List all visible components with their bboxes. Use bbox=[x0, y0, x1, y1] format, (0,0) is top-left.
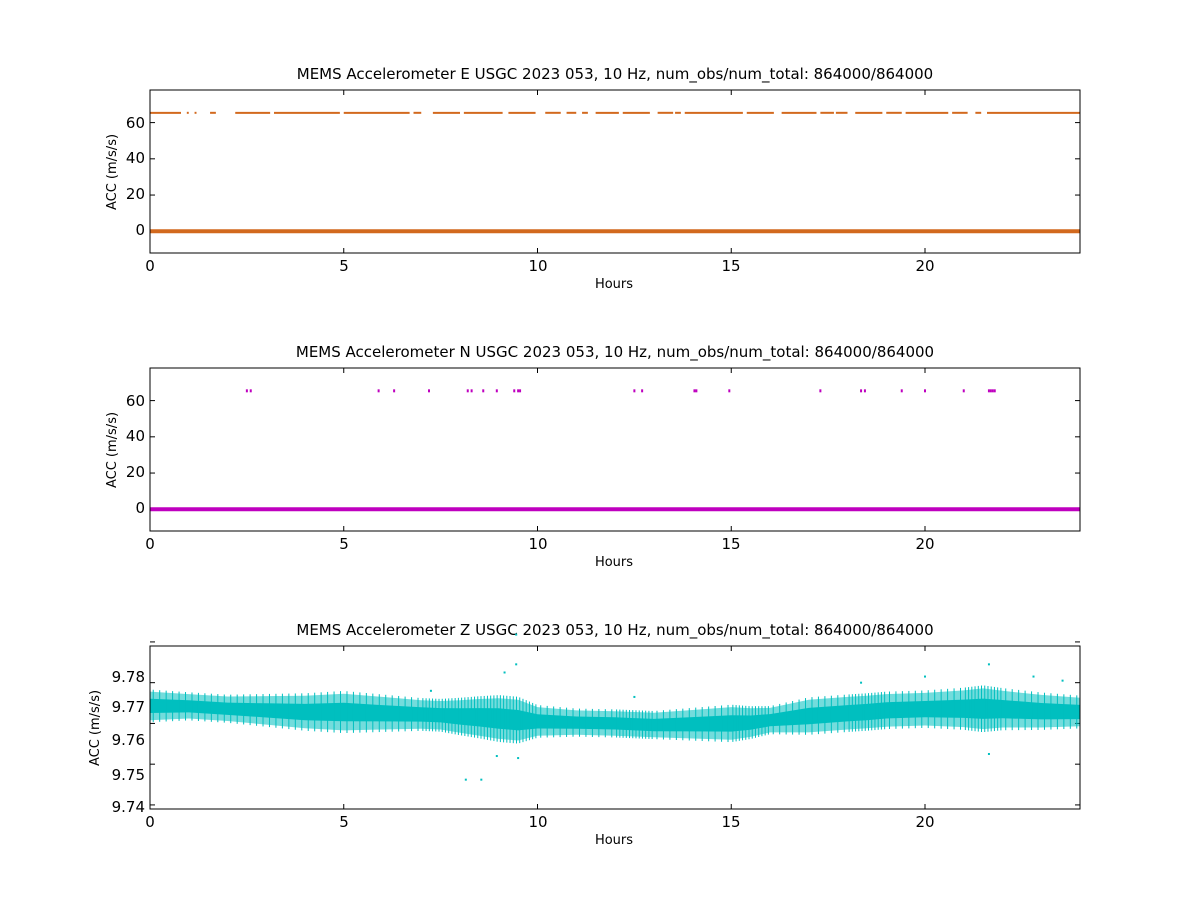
y-tick-label: 40 bbox=[126, 149, 145, 167]
y-tick-label: 9.76 bbox=[112, 731, 145, 749]
high-level-point bbox=[987, 389, 990, 393]
x-tick-label: 15 bbox=[721, 813, 740, 831]
high-level-point bbox=[991, 389, 994, 393]
x-tick-label: 15 bbox=[721, 535, 740, 553]
y-axis-label-n: ACC (m/s/s) bbox=[105, 412, 120, 488]
z-spike-point bbox=[924, 675, 926, 678]
z-spike-point bbox=[429, 689, 432, 692]
z-spike-point bbox=[503, 671, 506, 674]
z-spike-point bbox=[1061, 679, 1064, 682]
x-tick-label: 5 bbox=[339, 813, 349, 831]
x-tick-label: 10 bbox=[528, 257, 547, 275]
high-level-point bbox=[519, 389, 522, 393]
high-level-point bbox=[641, 389, 644, 393]
x-axis-label-n: Hours bbox=[595, 555, 633, 570]
y-tick-labels-n: 0 20 40 60 bbox=[126, 392, 145, 517]
high-level-point bbox=[393, 389, 396, 393]
z-spike-point bbox=[495, 755, 498, 758]
x-tick-label: 5 bbox=[339, 535, 349, 553]
high-level-point bbox=[900, 389, 903, 393]
high-level-point bbox=[495, 389, 498, 393]
high-level-point bbox=[863, 389, 866, 393]
y-tick-label: 20 bbox=[126, 185, 145, 203]
z-spike-point bbox=[480, 778, 483, 781]
high-level-point bbox=[728, 389, 731, 393]
x-axis-label-z: Hours bbox=[595, 833, 633, 848]
x-tick-labels-e: 0 5 10 15 20 bbox=[145, 257, 934, 275]
plot-area-n bbox=[149, 368, 1080, 531]
high-level-point bbox=[513, 389, 516, 393]
y-tick-label: 60 bbox=[126, 114, 145, 132]
x-tick-label: 0 bbox=[145, 813, 155, 831]
chart-panel-z: MEMS Accelerometer Z USGC 2023 053, 10 H… bbox=[88, 621, 1081, 848]
axes-frame-z bbox=[149, 645, 1081, 810]
high-level-point bbox=[245, 389, 248, 393]
x-tick-label: 5 bbox=[339, 257, 349, 275]
z-spike-point bbox=[464, 778, 467, 781]
high-level-point bbox=[819, 389, 822, 393]
z-noise-band-outer bbox=[150, 688, 1080, 741]
z-spike-point bbox=[987, 752, 990, 755]
y-tick-label: 9.77 bbox=[112, 698, 145, 716]
x-tick-label: 20 bbox=[915, 535, 934, 553]
chart-panel-e: MEMS Accelerometer E USGC 2023 053, 10 H… bbox=[105, 65, 1081, 292]
x-tick-label: 20 bbox=[915, 813, 934, 831]
x-axis-label-e: Hours bbox=[595, 277, 633, 292]
x-tick-labels-n: 0 5 10 15 20 bbox=[145, 535, 934, 553]
high-level-point bbox=[466, 389, 469, 393]
y-tick-label: 0 bbox=[135, 221, 145, 239]
z-spike-point bbox=[517, 757, 520, 760]
y-tick-labels-e: 0 20 40 60 bbox=[126, 114, 145, 239]
high-level-point bbox=[249, 389, 252, 393]
chart-panel-n: MEMS Accelerometer N USGC 2023 053, 10 H… bbox=[105, 343, 1081, 570]
y-tick-label: 20 bbox=[126, 463, 145, 481]
z-spike-point bbox=[633, 695, 636, 698]
high-level-point bbox=[517, 389, 520, 393]
high-level-point bbox=[962, 389, 965, 393]
z-spike-point bbox=[987, 663, 990, 666]
chart-title-z: MEMS Accelerometer Z USGC 2023 053, 10 H… bbox=[296, 621, 933, 640]
y-tick-label: 60 bbox=[126, 392, 145, 410]
y-tick-label: 0 bbox=[135, 499, 145, 517]
plot-area-z bbox=[149, 633, 1080, 809]
high-level-point bbox=[377, 389, 380, 393]
z-spike-point bbox=[860, 681, 863, 684]
chart-title-n: MEMS Accelerometer N USGC 2023 053, 10 H… bbox=[296, 343, 934, 362]
chart-title-e: MEMS Accelerometer E USGC 2023 053, 10 H… bbox=[297, 65, 933, 84]
x-tick-label: 20 bbox=[915, 257, 934, 275]
x-tick-labels-z: 0 5 10 15 20 bbox=[145, 813, 934, 831]
high-level-point bbox=[470, 389, 473, 393]
x-tick-label: 15 bbox=[721, 257, 740, 275]
high-level-point bbox=[993, 389, 996, 393]
y-tick-label: 9.78 bbox=[112, 668, 145, 686]
y-axis-label-e: ACC (m/s/s) bbox=[105, 134, 120, 210]
high-level-point bbox=[860, 389, 863, 393]
high-level-point bbox=[482, 389, 485, 393]
high-level-point bbox=[924, 389, 926, 393]
z-spike-point bbox=[1032, 675, 1035, 678]
high-level-point bbox=[693, 389, 696, 393]
y-axis-label-z: ACC (m/s/s) bbox=[88, 690, 103, 766]
axes-frame-e bbox=[149, 89, 1081, 254]
z-spike-point bbox=[515, 663, 518, 666]
y-tick-label: 9.75 bbox=[112, 766, 145, 784]
high-level-point bbox=[633, 389, 636, 393]
plot-area-e bbox=[149, 90, 1080, 253]
high-level-point bbox=[989, 389, 992, 393]
high-level-point bbox=[428, 389, 430, 393]
z-noise-band-core bbox=[150, 698, 1080, 732]
x-tick-label: 10 bbox=[528, 535, 547, 553]
axes-frame-n bbox=[149, 367, 1081, 532]
y-tick-label: 40 bbox=[126, 427, 145, 445]
high-level-point bbox=[695, 389, 698, 393]
x-tick-label: 10 bbox=[528, 813, 547, 831]
x-tick-label: 0 bbox=[145, 257, 155, 275]
y-tick-labels-z: 9.74 9.75 9.76 9.77 9.78 bbox=[112, 668, 145, 816]
z-spike-point bbox=[515, 633, 518, 636]
x-tick-label: 0 bbox=[145, 535, 155, 553]
y-tick-label: 9.74 bbox=[112, 798, 145, 816]
